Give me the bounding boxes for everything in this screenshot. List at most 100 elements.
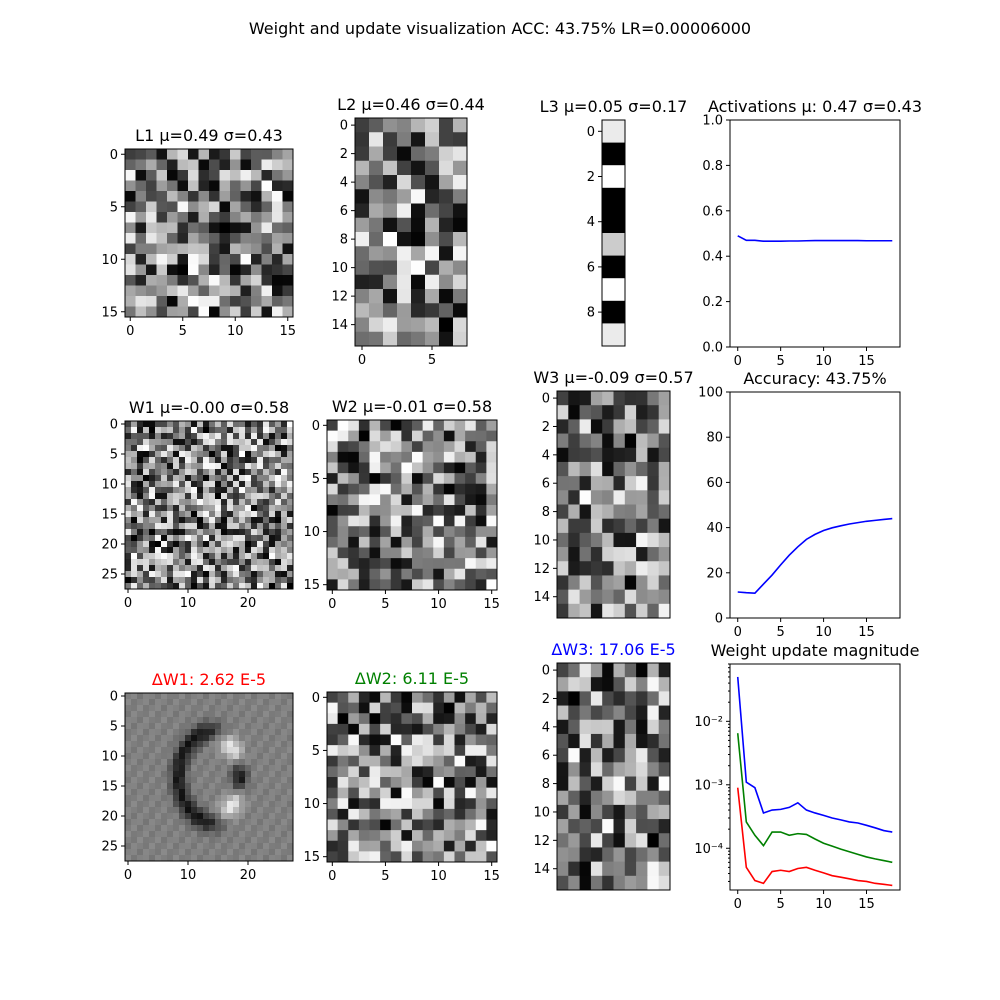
heatmap-cell — [143, 523, 150, 530]
heatmap-cell — [251, 825, 258, 832]
heatmap-cell — [282, 275, 294, 286]
heatmap-cell — [269, 705, 276, 712]
heatmap-cell — [251, 451, 258, 458]
heatmap-cell — [143, 783, 150, 790]
heatmap-cell — [143, 771, 150, 778]
heatmap-cell — [203, 747, 210, 754]
heatmap-cell — [131, 699, 138, 706]
heatmap-cell — [161, 553, 168, 560]
heatmap-cell — [173, 421, 180, 428]
heatmap-cell — [465, 579, 477, 591]
heatmap-cell — [167, 451, 174, 458]
heatmap-cell — [203, 729, 210, 736]
heatmap-cell — [203, 843, 210, 850]
heatmap-cell — [137, 849, 144, 856]
y-tick-label: 0.0 — [702, 341, 723, 356]
heatmap-cell — [383, 217, 398, 233]
heatmap-cell — [269, 759, 276, 766]
heatmap-cell — [203, 705, 210, 712]
heatmap-cell — [131, 813, 138, 820]
heatmap-cell — [191, 547, 198, 554]
heatmap-cell — [221, 753, 228, 760]
heatmap-cell — [624, 691, 637, 706]
heatmap-cell — [602, 705, 614, 721]
heatmap-cell — [191, 421, 198, 428]
heatmap-cell — [227, 759, 234, 766]
heatmap-cell — [636, 762, 648, 777]
heatmap-cell — [131, 717, 138, 724]
y-tick-label: 25 — [101, 840, 118, 855]
heatmap-cell — [233, 795, 240, 802]
heatmap-cell — [245, 813, 252, 820]
heatmap-cell — [327, 723, 339, 735]
heatmap-cell — [179, 475, 186, 482]
heatmap-cell — [383, 246, 398, 261]
heatmap-cell — [179, 511, 186, 518]
heatmap-cell — [355, 118, 370, 133]
heatmap-cell — [125, 699, 132, 706]
heatmap-cell — [257, 535, 264, 542]
heatmap-cell — [215, 741, 222, 748]
heatmap-cell — [143, 469, 150, 476]
heatmap-cell — [557, 819, 569, 834]
heatmap-cell — [355, 260, 370, 276]
heatmap-cell — [358, 430, 370, 442]
heatmap-cell — [221, 547, 228, 554]
heatmap-cell — [613, 504, 626, 520]
heatmap-cell — [167, 191, 178, 202]
heatmap-cell — [465, 483, 477, 495]
heatmap-cell — [221, 723, 228, 730]
heatmap-cell — [143, 741, 150, 748]
heatmap-cell — [579, 419, 592, 434]
heatmap-cell — [269, 795, 276, 802]
heatmap-cell — [188, 159, 199, 171]
heatmap-cell — [227, 711, 234, 718]
heatmap-cell — [179, 795, 186, 802]
heatmap-cell — [179, 559, 186, 566]
heatmap-cell — [149, 729, 156, 736]
heatmap-cell — [137, 577, 144, 584]
heatmap-cell — [149, 577, 156, 584]
heatmap-cell — [275, 795, 282, 802]
x-tick-label: 0 — [124, 868, 132, 883]
heatmap-cell — [245, 705, 252, 712]
heatmap-cell — [239, 421, 246, 428]
heatmap-cell — [257, 517, 264, 524]
heatmap-cell — [475, 494, 487, 506]
heatmap-cell — [167, 559, 174, 566]
heatmap-cell — [173, 753, 180, 760]
heatmap-cell — [401, 819, 413, 831]
heatmap-cell — [624, 663, 637, 678]
heatmap-cell — [239, 583, 246, 590]
heatmap-cell — [137, 855, 144, 862]
heatmap-cell — [173, 807, 180, 814]
heatmap-cell — [197, 559, 204, 566]
axes-frame-L3 — [601, 119, 626, 347]
heatmap-cell — [173, 717, 180, 724]
heatmap-cell — [411, 217, 426, 233]
heatmap-cell — [261, 243, 273, 255]
heatmap-cell — [185, 807, 192, 814]
heatmap-cell — [198, 296, 210, 307]
heatmap-cell — [251, 296, 262, 307]
heatmap-cell — [161, 813, 168, 820]
heatmap-cell — [251, 201, 262, 213]
heatmap-cell — [233, 765, 240, 772]
heatmap-cell — [579, 532, 592, 548]
heatmap-cell — [327, 483, 339, 495]
heatmap-cell — [425, 232, 440, 247]
heatmap-cell — [233, 849, 240, 856]
heatmap-cell — [453, 303, 468, 318]
heatmap-cell — [613, 575, 626, 591]
heatmap-cell — [275, 729, 282, 736]
heatmap-cell — [239, 717, 246, 724]
heatmap-cell — [135, 306, 147, 318]
heatmap-cell — [215, 717, 222, 724]
heatmap-cell — [227, 801, 234, 808]
heatmap-cell — [167, 553, 174, 560]
heatmap-cell — [191, 741, 198, 748]
heatmap-cell — [245, 433, 252, 440]
heatmap-cell — [245, 729, 252, 736]
heatmap-cell — [568, 589, 580, 605]
heatmap-cell — [185, 735, 192, 742]
